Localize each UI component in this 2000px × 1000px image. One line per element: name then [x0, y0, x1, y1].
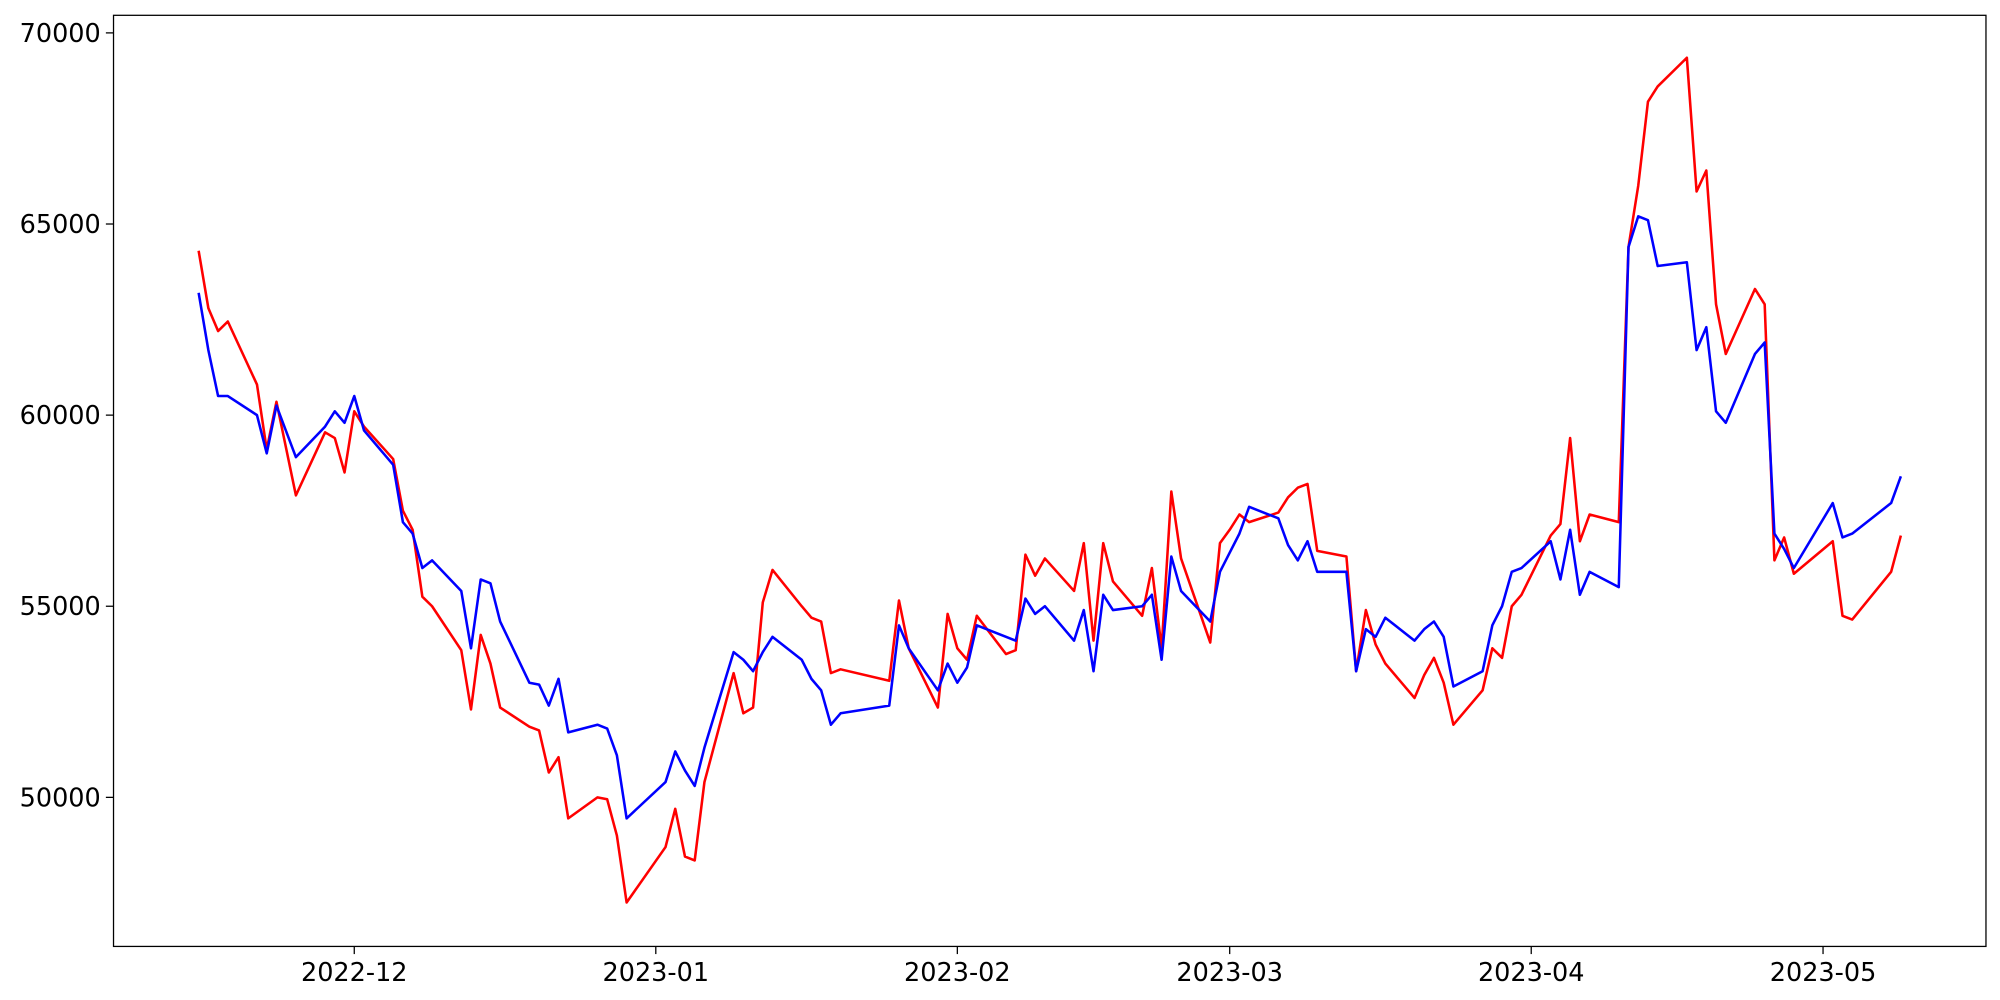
x-tick-label: 2023-01 — [603, 958, 710, 988]
plot-frame — [112, 14, 1987, 948]
y-tick-label: 70000 — [20, 19, 101, 49]
y-tick-label: 65000 — [20, 210, 101, 240]
series-line — [197, 215, 1903, 820]
x-tick-label: 2023-02 — [904, 958, 1011, 988]
x-tick-label: 2023-04 — [1478, 958, 1585, 988]
y-tick-label: 60000 — [20, 401, 101, 431]
y-tick-label: 55000 — [20, 592, 101, 622]
x-tick-label: 2023-05 — [1770, 958, 1877, 988]
x-tick-label: 2023-03 — [1176, 958, 1283, 988]
x-tick-label: 2022-12 — [301, 958, 408, 988]
series-line — [197, 56, 1903, 904]
y-tick-label: 50000 — [20, 783, 101, 813]
